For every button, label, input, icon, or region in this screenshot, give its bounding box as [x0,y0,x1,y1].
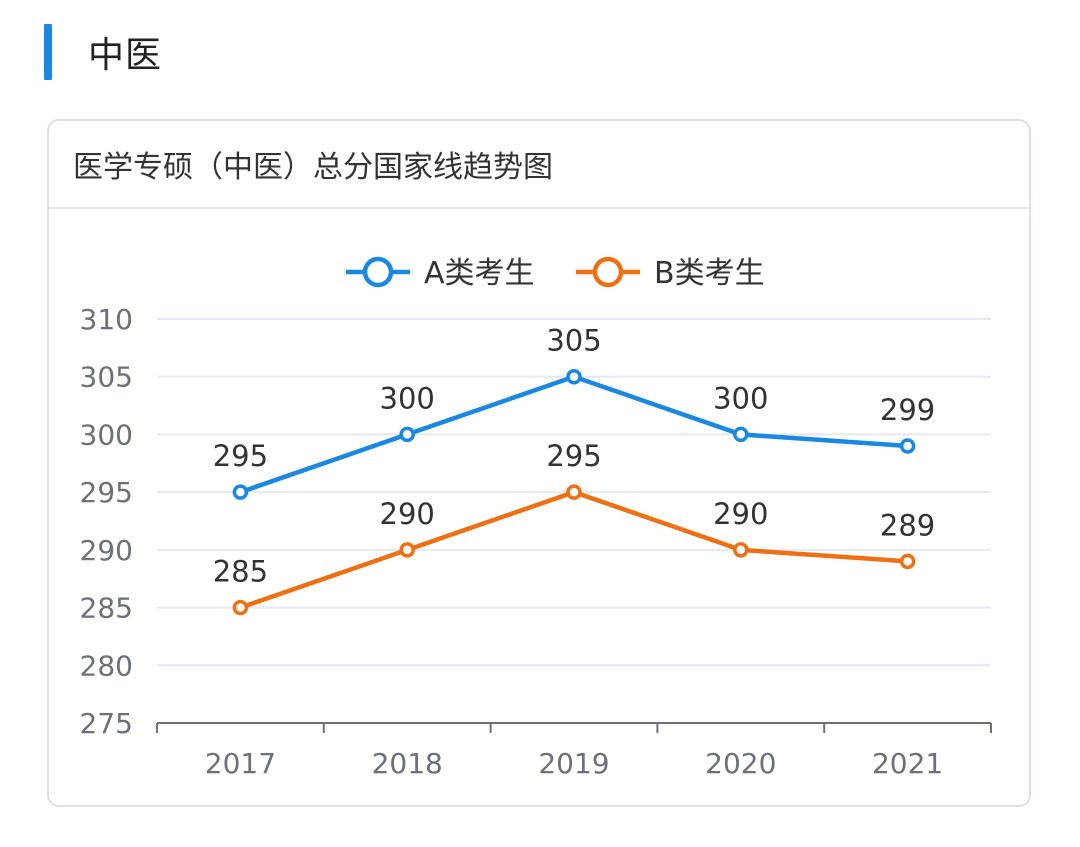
x-tick-label: 2019 [538,747,609,780]
data-label: 305 [546,324,601,358]
y-tick-label: 310 [80,303,133,336]
data-point [232,484,249,500]
data-label: 295 [213,439,268,473]
chart-card: 医学专硕（中医）总分国家线趋势图 275 280 285 290 295 300 305 31… [47,119,1031,807]
x-tick-label: 2017 [205,747,276,780]
data-point [399,542,415,558]
section-header: 中医 [44,24,162,80]
legend-marker [362,256,394,288]
data-label: 289 [880,508,935,542]
y-tick-label: 285 [80,592,133,625]
line-chart: 275 280 285 290 295 300 305 310 2017 2018 2019 2020… [80,256,992,780]
y-tick-label: 275 [80,707,133,740]
y-tick-label: 295 [80,476,133,509]
data-point [899,438,916,454]
legend-entry-label: B类考生 [654,256,765,291]
data-point [733,426,749,443]
data-label: 300 [713,381,768,415]
section-title: 中医 [88,35,163,76]
legend-entry-label: A类考生 [424,256,535,291]
x-tick-label: 2018 [372,747,443,780]
x-tick-label: 2020 [705,747,776,780]
data-label: 295 [546,439,601,473]
data-point [566,368,582,385]
accent-bar [44,24,52,80]
data-point [399,426,415,443]
data-label: 285 [213,555,268,589]
y-tick-label: 280 [80,649,133,682]
data-label: 299 [880,393,935,427]
chart-card-title: 医学专硕（中医）总分国家线趋势图 [49,121,1029,209]
data-label: 290 [380,497,435,531]
y-tick-label: 300 [80,418,133,451]
data-point [899,553,916,570]
y-tick-label: 290 [80,534,133,567]
data-point [733,542,749,558]
data-label: 290 [713,497,768,531]
x-tick-label: 2021 [872,747,943,780]
data-point [232,599,249,616]
data-label: 300 [380,381,435,415]
y-tick-label: 305 [80,361,133,394]
legend-marker [592,256,624,288]
data-point [566,484,582,500]
